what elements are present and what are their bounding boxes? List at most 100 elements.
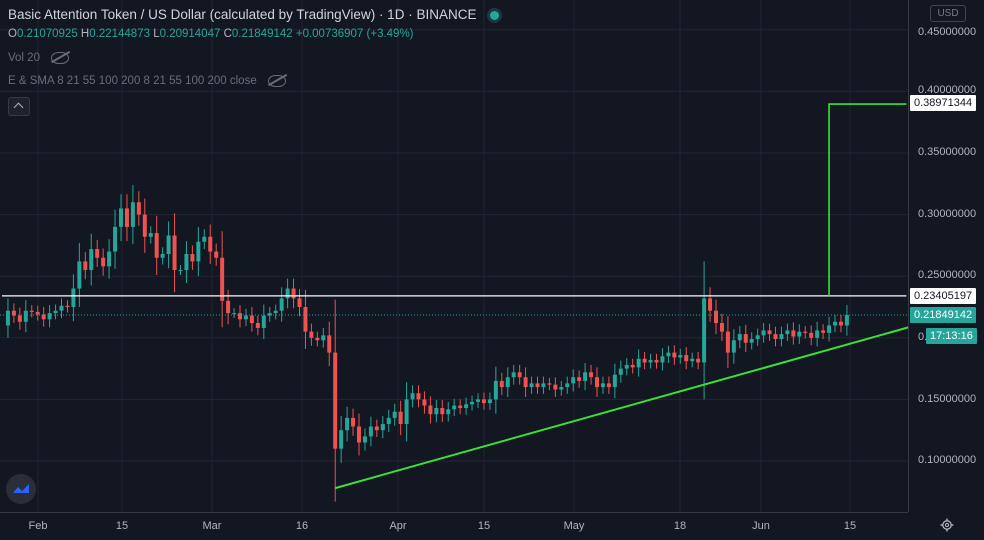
candle xyxy=(392,403,397,426)
candle xyxy=(571,369,576,392)
price-tick: 0.45000000 xyxy=(918,26,977,38)
candle-body xyxy=(59,305,64,311)
candle xyxy=(95,239,100,267)
candle xyxy=(821,324,826,340)
candle-body xyxy=(648,359,653,363)
candle xyxy=(612,363,617,399)
candle-body xyxy=(487,399,492,404)
price-chart[interactable] xyxy=(0,0,908,512)
candle-body xyxy=(511,372,516,378)
bar-countdown-tag: 17:13:16 xyxy=(926,328,977,344)
candle-body xyxy=(743,334,748,343)
candle-body xyxy=(797,331,802,337)
candle xyxy=(136,191,141,226)
candle-body xyxy=(577,377,582,381)
ohlc-legend: O0.21070925 H0.22144873 L0.20914047 C0.2… xyxy=(8,28,414,40)
candle xyxy=(743,324,748,352)
close-value: 0.21849142 xyxy=(231,28,293,40)
candle-body xyxy=(297,298,302,307)
candle xyxy=(541,376,546,394)
candle xyxy=(285,278,290,309)
time-axis[interactable] xyxy=(0,512,908,540)
candle-body xyxy=(351,417,356,427)
candle-body xyxy=(172,235,177,271)
candle-body xyxy=(226,300,231,314)
candle-body xyxy=(119,208,123,227)
candle xyxy=(559,380,564,396)
candle xyxy=(291,278,296,309)
candle-body xyxy=(612,374,617,388)
candle-body xyxy=(452,405,457,410)
candle xyxy=(779,326,784,347)
candle xyxy=(178,265,183,275)
candle-body xyxy=(446,409,451,415)
volume-legend[interactable]: Vol 20 xyxy=(8,52,70,64)
candle-body xyxy=(166,235,171,255)
time-tick: Apr xyxy=(389,520,407,532)
candle xyxy=(767,323,772,341)
candle-body xyxy=(791,330,796,337)
candle xyxy=(458,399,463,415)
hidden-eye-icon[interactable] xyxy=(51,52,70,64)
candle-body xyxy=(583,372,588,381)
candle xyxy=(255,315,260,336)
candle xyxy=(547,377,552,391)
candle xyxy=(35,305,40,321)
candle xyxy=(333,299,338,502)
tradingview-logo-icon[interactable] xyxy=(6,474,36,504)
candle-body xyxy=(285,288,290,299)
candle xyxy=(113,209,118,269)
time-tick: 15 xyxy=(115,520,129,532)
candle xyxy=(648,353,653,369)
currency-button[interactable]: USD xyxy=(930,5,966,22)
candle xyxy=(672,345,677,365)
candle xyxy=(220,231,225,328)
candle xyxy=(303,289,308,349)
candle xyxy=(642,351,647,370)
candle-body xyxy=(833,321,837,326)
candle-body xyxy=(53,310,58,314)
candle xyxy=(71,274,76,322)
collapse-legend-button[interactable] xyxy=(8,97,30,116)
candle xyxy=(321,327,326,348)
candle-body xyxy=(47,313,52,320)
candle xyxy=(249,307,254,332)
candle-body xyxy=(654,359,659,363)
candle-body xyxy=(41,314,46,320)
candle xyxy=(83,252,88,280)
candle xyxy=(261,304,266,340)
candle xyxy=(226,289,231,325)
candle xyxy=(386,409,391,433)
candle-body xyxy=(595,377,599,388)
candle-body xyxy=(107,251,112,267)
candle-body xyxy=(11,310,16,316)
candle xyxy=(809,325,814,346)
candle-body xyxy=(410,393,415,400)
candle-body xyxy=(416,393,421,400)
hidden-eye-icon[interactable] xyxy=(267,75,286,87)
candle-body xyxy=(404,399,409,425)
candle-body xyxy=(368,426,373,437)
candle xyxy=(470,395,475,411)
candle xyxy=(77,242,82,307)
candle-body xyxy=(696,358,701,363)
candle xyxy=(184,241,189,283)
trend-line xyxy=(334,326,908,490)
candle-body xyxy=(101,257,106,267)
candle xyxy=(803,326,808,339)
candle-body xyxy=(541,383,546,388)
candle-body xyxy=(35,311,40,315)
candle xyxy=(351,408,356,436)
candle-body xyxy=(178,270,183,272)
candle-body xyxy=(523,377,528,388)
candle xyxy=(577,370,582,388)
settings-gear-icon[interactable] xyxy=(940,518,954,532)
target-step-line xyxy=(828,103,907,296)
candle xyxy=(440,400,445,423)
indicator-legend[interactable]: E & SMA 8 21 55 100 200 8 21 55 100 200 … xyxy=(8,75,286,87)
candle-body xyxy=(113,226,118,252)
candle xyxy=(107,239,112,279)
candle-body xyxy=(731,340,736,353)
price-axis[interactable] xyxy=(908,0,984,512)
time-tick: 18 xyxy=(673,520,687,532)
